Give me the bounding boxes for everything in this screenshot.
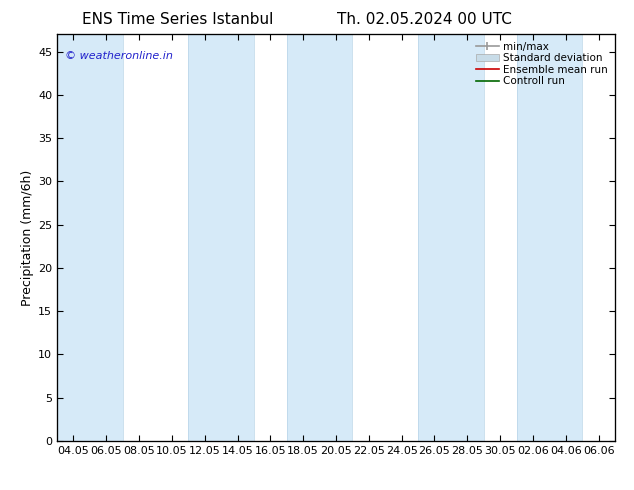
Bar: [517, 34, 582, 441]
Bar: [57, 34, 123, 441]
Y-axis label: Precipitation (mm/6h): Precipitation (mm/6h): [21, 170, 34, 306]
Text: ENS Time Series Istanbul: ENS Time Series Istanbul: [82, 12, 273, 27]
Bar: [188, 34, 254, 441]
Text: Th. 02.05.2024 00 UTC: Th. 02.05.2024 00 UTC: [337, 12, 512, 27]
Bar: [287, 34, 353, 441]
Bar: [418, 34, 484, 441]
Text: © weatheronline.in: © weatheronline.in: [65, 50, 173, 61]
Legend: min/max, Standard deviation, Ensemble mean run, Controll run: min/max, Standard deviation, Ensemble me…: [474, 40, 610, 88]
